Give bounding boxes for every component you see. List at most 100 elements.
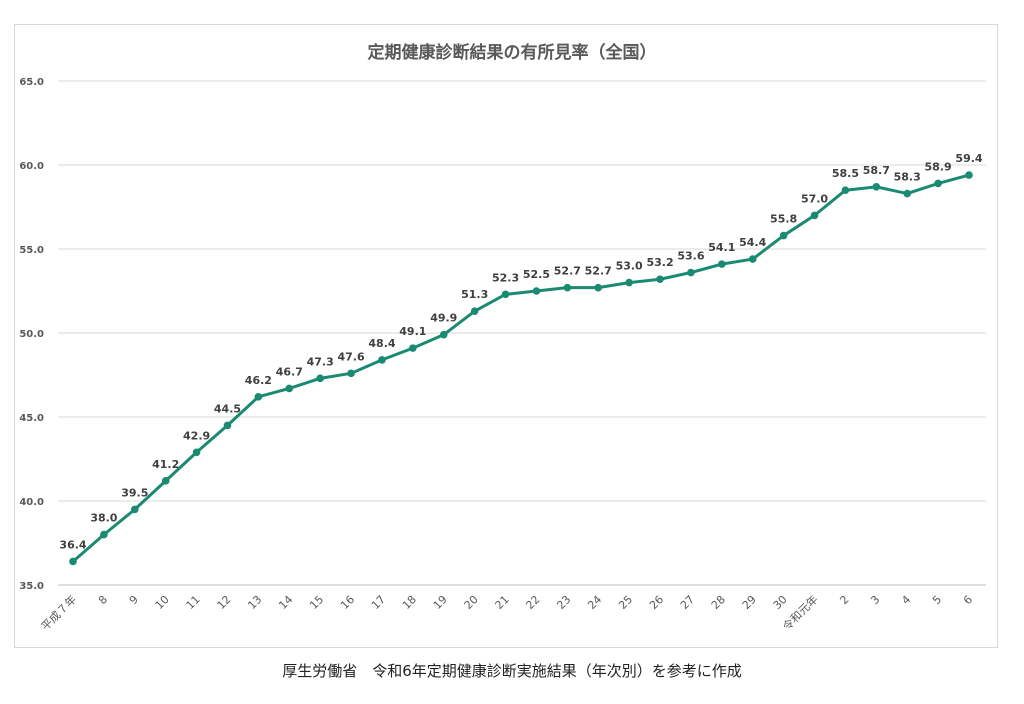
- data-label: 52.3: [492, 271, 519, 284]
- data-point: [934, 179, 942, 188]
- y-tick-label: 50.0: [19, 329, 44, 340]
- y-tick-label: 60.0: [19, 161, 44, 172]
- x-tick-label: 20: [462, 593, 481, 612]
- data-label: 59.4: [955, 152, 982, 165]
- data-point: [285, 384, 294, 393]
- data-label: 36.4: [59, 538, 86, 551]
- data-point: [192, 448, 201, 457]
- data-label: 54.1: [708, 241, 735, 254]
- x-tick-label: 28: [709, 593, 728, 612]
- x-tick-label: 22: [523, 593, 542, 612]
- data-point: [718, 260, 726, 268]
- data-point: [687, 268, 695, 277]
- data-label: 42.9: [183, 429, 210, 442]
- data-label: 51.3: [461, 288, 488, 301]
- data-point: [223, 421, 232, 430]
- data-label-group: 36.4 38.0 39.5 41.2 42.9 44.5 46.2 46.7 47.3 47.6…: [59, 152, 982, 551]
- data-label: 47.6: [337, 350, 364, 363]
- x-tick-label: 9: [127, 593, 141, 607]
- data-point: [841, 186, 850, 194]
- data-point: [130, 505, 139, 514]
- y-axis: 35.0 40.0 45.0 50.0 55.0 60.0 65.0: [19, 77, 44, 592]
- x-tick-label: 25: [616, 593, 635, 612]
- data-point: [563, 283, 572, 292]
- x-tick-label: 14: [276, 593, 295, 612]
- x-tick-label: 5: [930, 593, 944, 607]
- x-tick-label: 18: [400, 593, 419, 612]
- data-point: [470, 307, 479, 315]
- x-tick-label: 13: [245, 593, 264, 612]
- x-tick-label: 27: [678, 593, 697, 612]
- data-point: [532, 287, 541, 295]
- data-label: 49.1: [399, 325, 426, 338]
- data-label: 55.8: [770, 213, 797, 226]
- gridlines: [58, 80, 986, 586]
- x-tick-label: 2: [837, 593, 851, 607]
- data-label: 52.5: [523, 268, 550, 281]
- data-point: [594, 283, 603, 292]
- data-label: 47.3: [307, 355, 334, 368]
- data-point: [316, 374, 324, 383]
- data-label: 53.2: [646, 256, 673, 269]
- data-label: 58.3: [894, 171, 921, 184]
- data-point: [254, 393, 263, 401]
- data-label: 44.5: [214, 402, 241, 415]
- data-label: 46.2: [245, 374, 272, 387]
- x-tick-label: 4: [899, 593, 913, 607]
- chart-frame: [14, 24, 998, 648]
- data-label: 52.7: [554, 265, 581, 278]
- chart-title: 定期健康診断結果の有所見率（全国）: [367, 43, 657, 63]
- data-label: 46.7: [276, 365, 303, 378]
- data-label: 58.9: [925, 160, 952, 173]
- data-label: 48.4: [368, 337, 395, 350]
- x-tick-label: 15: [307, 593, 326, 612]
- data-label: 49.9: [430, 312, 457, 325]
- source-note: 厚生労働省 令和6年定期健康診断実施結果（年次別）を参考に作成: [282, 662, 742, 680]
- y-tick-label: 35.0: [19, 581, 44, 592]
- data-label: 52.7: [585, 265, 612, 278]
- data-label: 54.4: [739, 236, 766, 249]
- data-point: [656, 275, 664, 284]
- x-tick-label: 12: [215, 593, 234, 612]
- x-tick-label: 8: [96, 593, 110, 607]
- x-tick-label: 23: [554, 593, 573, 612]
- x-tick-label: 11: [184, 593, 203, 612]
- x-tick-label: 24: [585, 593, 604, 612]
- data-point: [409, 344, 417, 352]
- data-point: [501, 290, 510, 299]
- y-tick-label: 45.0: [19, 413, 44, 424]
- x-tick-label: 10: [153, 593, 172, 612]
- x-axis: 平成７年 8 9 10 11 12 13 14 15 16 17 18 19 20 21 22 23 24 25 26…: [38, 592, 975, 633]
- data-point: [347, 369, 355, 378]
- data-point: [100, 530, 108, 539]
- data-label: 53.0: [616, 260, 643, 273]
- x-tick-label: 6: [961, 593, 975, 607]
- x-tick-label: 17: [369, 593, 388, 612]
- data-point: [378, 356, 386, 364]
- data-label: 39.5: [121, 486, 148, 499]
- y-tick-label: 40.0: [19, 497, 44, 508]
- data-label: 38.0: [90, 512, 117, 525]
- x-tick-label: 26: [647, 593, 666, 612]
- data-point: [779, 231, 788, 240]
- data-point: [965, 171, 973, 179]
- x-tick-label: 3: [868, 593, 882, 607]
- data-point: [161, 477, 170, 485]
- data-point: [748, 255, 757, 263]
- data-label: 58.5: [832, 167, 859, 180]
- data-label: 57.0: [801, 192, 828, 205]
- data-point: [810, 211, 819, 220]
- x-tick-label: 30: [771, 593, 790, 612]
- data-point: [903, 189, 912, 198]
- x-tick-label: 21: [493, 593, 512, 612]
- data-label: 41.2: [152, 458, 179, 471]
- series-line-group: [69, 171, 973, 566]
- y-tick-label: 55.0: [19, 245, 44, 256]
- x-tick-label: 19: [431, 593, 450, 612]
- y-tick-label: 65.0: [19, 77, 44, 88]
- data-label: 53.6: [677, 250, 704, 263]
- data-point: [625, 278, 633, 287]
- data-point: [69, 557, 77, 566]
- data-point: [872, 183, 881, 191]
